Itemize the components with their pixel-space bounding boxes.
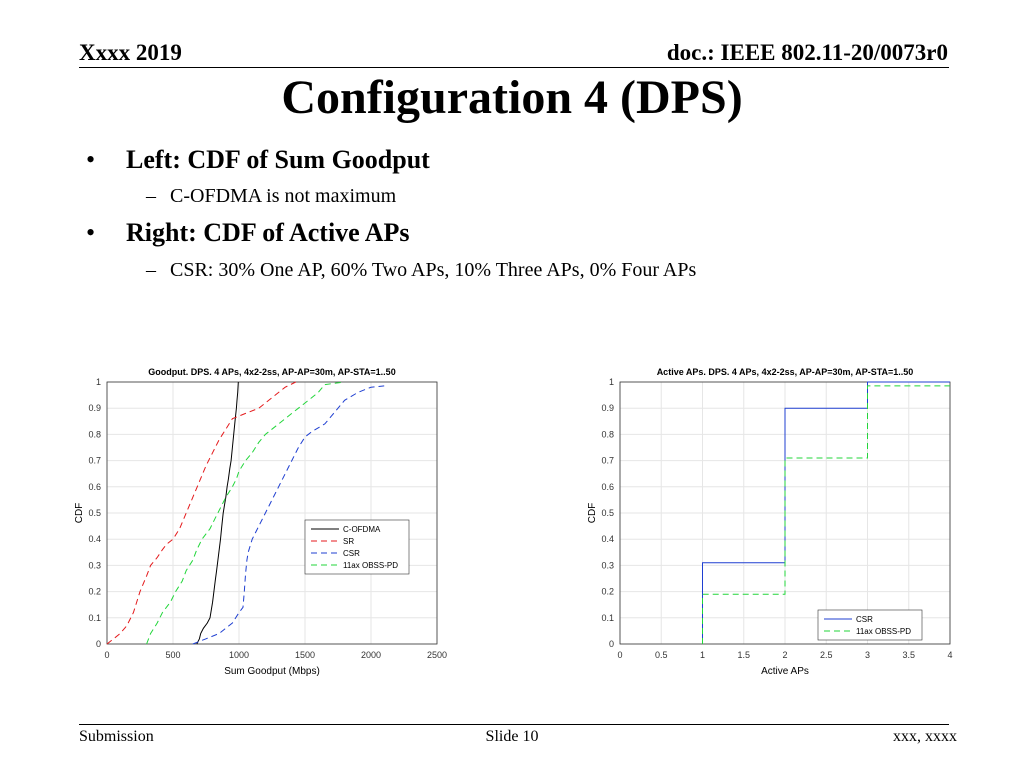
- x-tick-label: 2500: [427, 650, 447, 660]
- x-tick-label: 2: [782, 650, 787, 660]
- sub-bullet-2: – CSR: 30% One AP, 60% Two APs, 10% Three…: [146, 259, 696, 282]
- series-line-csr: [702, 381, 950, 644]
- bullet-2: • Right: CDF of Active APs: [86, 218, 410, 248]
- x-axis-label: Sum Goodput (Mbps): [224, 666, 320, 677]
- header-rule: [79, 67, 949, 68]
- y-tick-label: 0.2: [601, 587, 614, 597]
- x-axis-label: Active APs: [761, 666, 809, 677]
- y-tick-label: 0.8: [88, 429, 101, 439]
- bullet-dot: •: [86, 218, 96, 247]
- bullet-1: • Left: CDF of Sum Goodput: [86, 145, 430, 175]
- y-tick-label: 0.3: [88, 560, 101, 570]
- chart-title: Active APs. DPS. 4 APs, 4x2-2ss, AP-AP=3…: [657, 367, 914, 377]
- bullet-2-text: Right: CDF of Active APs: [126, 218, 410, 247]
- y-axis-label: CDF: [587, 503, 598, 524]
- y-tick-label: 0.5: [88, 508, 101, 518]
- y-tick-label: 0.1: [88, 613, 101, 623]
- y-axis-label: CDF: [74, 503, 85, 524]
- x-tick-label: 1.5: [737, 650, 750, 660]
- plot-frame: [106, 381, 438, 645]
- header-doc-id: doc.: IEEE 802.11-20/0073r0: [666, 40, 948, 65]
- plot-frame: [619, 381, 951, 645]
- y-tick-label: 0: [609, 639, 614, 649]
- y-tick-label: 0.1: [601, 613, 614, 623]
- y-tick-label: 1: [609, 377, 614, 387]
- sub-bullet-dash: –: [146, 259, 156, 281]
- y-tick-label: 0.6: [601, 482, 614, 492]
- legend-box: [817, 609, 923, 641]
- y-tick-label: 0.8: [601, 429, 614, 439]
- footer-author: xxx, xxxx: [893, 728, 957, 745]
- slide-title: Configuration 4 (DPS): [281, 71, 743, 124]
- sub-bullet-1-text: C-OFDMA is not maximum: [170, 185, 397, 207]
- y-tick-label: 0.5: [601, 508, 614, 518]
- y-tick-label: 0.7: [88, 456, 101, 466]
- y-tick-label: 0: [96, 639, 101, 649]
- x-tick-label: 3.5: [902, 650, 915, 660]
- y-tick-label: 0.9: [601, 403, 614, 413]
- x-tick-label: 1000: [229, 650, 249, 660]
- x-tick-label: 0.5: [655, 650, 668, 660]
- sub-bullet-2-text: CSR: 30% One AP, 60% Two APs, 10% Three …: [170, 259, 697, 281]
- x-tick-label: 3: [865, 650, 870, 660]
- x-tick-label: 0: [104, 650, 109, 660]
- sub-bullet-1: – C-OFDMA is not maximum: [146, 185, 396, 208]
- x-tick-label: 1500: [295, 650, 315, 660]
- footer-rule: [79, 724, 949, 725]
- x-tick-label: 4: [947, 650, 952, 660]
- y-tick-label: 0.9: [88, 403, 101, 413]
- y-tick-label: 0.6: [88, 482, 101, 492]
- y-tick-label: 0.3: [601, 560, 614, 570]
- y-tick-label: 0.4: [88, 534, 101, 544]
- series-line-11ax-obss-pd: [146, 381, 345, 645]
- x-tick-label: 0: [617, 650, 622, 660]
- sub-bullet-dash: –: [146, 185, 156, 207]
- y-tick-label: 0.7: [601, 456, 614, 466]
- legend-label: CSR: [343, 549, 360, 558]
- legend-label: 11ax OBSS-PD: [343, 561, 398, 570]
- x-tick-label: 500: [165, 650, 180, 660]
- x-tick-label: 1: [700, 650, 705, 660]
- x-tick-label: 2.5: [820, 650, 833, 660]
- header-date: Xxxx 2019: [79, 40, 182, 65]
- legend-label: CSR: [856, 615, 873, 624]
- series-line-sr: [106, 381, 297, 645]
- legend-label: SR: [343, 537, 354, 546]
- footer-slide-number: Slide 10: [485, 728, 539, 745]
- legend-label: 11ax OBSS-PD: [856, 627, 911, 636]
- goodput-cdf-chart: 0 500 1000 1500 2000 2500 0 0.1 0.2 0.3 0.4 0.5 0.6 0…: [74, 367, 447, 677]
- bullet-dot: •: [86, 145, 96, 174]
- x-tick-label: 2000: [361, 650, 381, 660]
- series-line-c-ofdma: [196, 381, 239, 645]
- chart-title: Goodput. DPS. 4 APs, 4x2-2ss, AP-AP=30m,…: [148, 367, 395, 377]
- y-tick-label: 1: [96, 377, 101, 387]
- active-aps-cdf-chart: 0 0.5 1 1.5 2 2.5 3 3.5 4 0 0.1 0.2 0.3 0.4 0.5 0.6 0.7 0…: [587, 367, 953, 677]
- y-tick-label: 0.2: [88, 587, 101, 597]
- y-tick-label: 0.4: [601, 534, 614, 544]
- series-line-11ax-obss-pd: [702, 385, 950, 644]
- bullet-1-text: Left: CDF of Sum Goodput: [126, 145, 430, 174]
- footer-submission: Submission: [79, 728, 154, 745]
- legend-label: C-OFDMA: [343, 525, 381, 534]
